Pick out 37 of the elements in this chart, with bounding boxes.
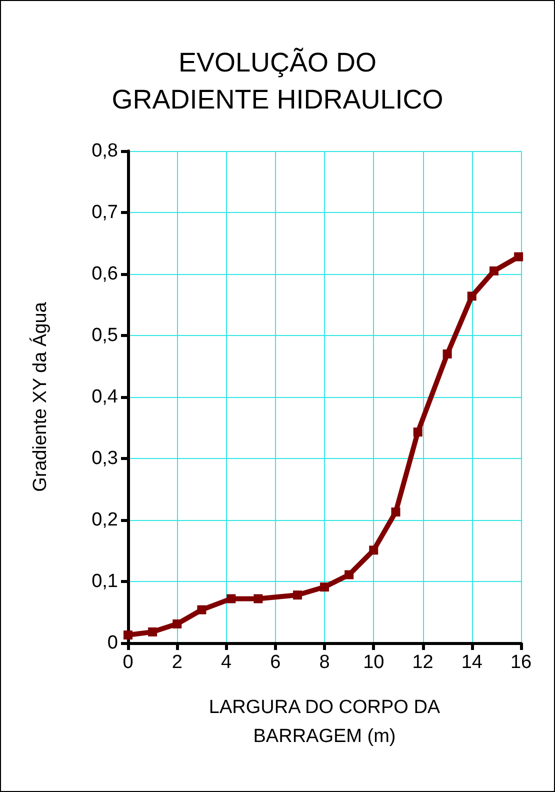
y-axis-title: Gradiente XY da Água: [29, 302, 51, 492]
x-tick-label: 8: [319, 652, 330, 673]
point: [292, 590, 302, 600]
point: [413, 428, 422, 437]
point: [369, 546, 378, 555]
y-tick-label: 0: [107, 632, 118, 654]
x-tick-label: 6: [270, 652, 281, 673]
chart-title: EVOLUÇÃO DO GRADIENTE HIDRAULICO: [112, 48, 444, 114]
x-tick-label: 12: [412, 652, 434, 673]
x-tick-label: 14: [461, 652, 483, 673]
point: [226, 594, 236, 604]
y-tick-label: 0,8: [92, 140, 118, 162]
y-tick-label: 0,6: [92, 264, 118, 284]
point: [489, 266, 498, 276]
point: [148, 627, 158, 636]
x-axis-title: LARGURA DO CORPO DA BARRAGEM (m): [208, 697, 440, 747]
y-tick-label: 0,5: [92, 325, 118, 346]
y-tick-label: 0,1: [92, 571, 118, 592]
point: [197, 605, 206, 614]
point: [254, 594, 263, 604]
y-tick-label: 0,3: [92, 448, 118, 469]
point: [391, 508, 400, 517]
point: [344, 570, 354, 580]
y-tick-label: 0,7: [92, 202, 118, 223]
x-tick-label: 16: [510, 652, 532, 673]
x-tick-label: 10: [363, 652, 384, 673]
point: [442, 349, 452, 358]
point: [467, 292, 476, 301]
x-tick-label: 4: [220, 652, 232, 673]
x-tick-label: 0: [122, 652, 134, 673]
point: [320, 582, 329, 592]
point: [172, 619, 182, 628]
y-tick-label: 0,2: [92, 510, 118, 530]
x-tick-label: 2: [172, 652, 182, 673]
point: [124, 630, 132, 640]
point: [514, 252, 524, 262]
y-tick-label: 0,4: [92, 386, 118, 408]
